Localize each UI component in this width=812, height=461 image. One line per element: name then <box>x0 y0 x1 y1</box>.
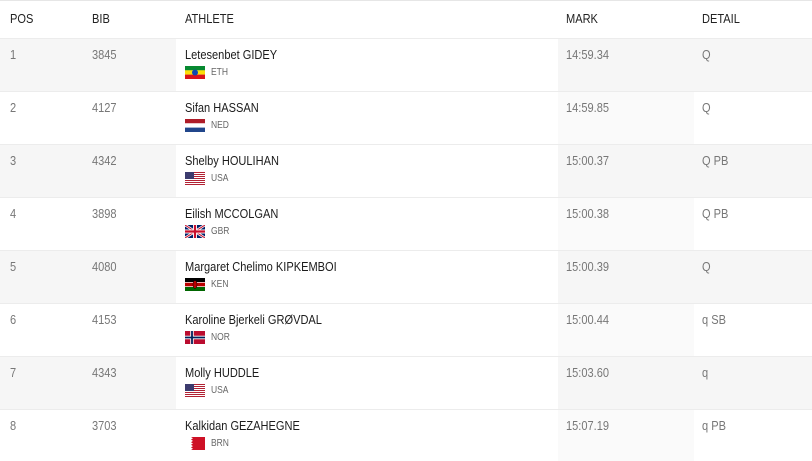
flag <box>185 278 205 291</box>
row-bg <box>0 250 176 303</box>
athlete-name: Eilish MCCOLGAN <box>185 206 279 221</box>
row-bg <box>0 38 176 91</box>
mark: 15:00.38 <box>566 206 610 221</box>
mark: 15:00.39 <box>566 259 610 274</box>
header-bib: BIB <box>92 11 110 26</box>
country-code: GBR <box>211 226 230 237</box>
pos: 6 <box>10 312 17 327</box>
detail: Q PB <box>702 206 729 221</box>
mark: 15:03.60 <box>566 365 610 380</box>
mark: 14:59.85 <box>566 100 610 115</box>
detail: Q <box>702 47 711 62</box>
flag <box>185 384 205 397</box>
row-divider <box>0 144 812 145</box>
country-code: NOR <box>211 332 230 343</box>
athlete-name: Letesenbet GIDEY <box>185 47 278 62</box>
detail: Q <box>702 100 711 115</box>
mark: 15:07.19 <box>566 418 610 433</box>
pos: 3 <box>10 153 17 168</box>
pos: 2 <box>10 100 17 115</box>
row-divider <box>0 197 812 198</box>
row-bg <box>0 144 176 197</box>
header-mark: MARK <box>566 11 598 26</box>
flag-icon <box>185 384 205 397</box>
bib: 3845 <box>92 47 117 62</box>
bib: 4342 <box>92 153 117 168</box>
athlete-name: Karoline Bjerkeli GRØVDAL <box>185 312 322 327</box>
pos: 4 <box>10 206 17 221</box>
header-detail: DETAIL <box>702 11 740 26</box>
row-divider <box>0 356 812 357</box>
header-pos: POS <box>10 11 34 26</box>
row-bg <box>0 356 176 409</box>
row-bg <box>558 250 812 303</box>
row-bg <box>558 38 812 91</box>
athlete-name: Sifan HASSAN <box>185 100 259 115</box>
country-code: USA <box>211 173 229 184</box>
bib: 3898 <box>92 206 117 221</box>
pos: 1 <box>10 47 17 62</box>
flag-icon <box>185 331 205 344</box>
mark: 14:59.34 <box>566 47 610 62</box>
row-bg <box>558 91 694 144</box>
mark: 15:00.37 <box>566 153 610 168</box>
flag-icon <box>185 119 205 132</box>
header-athlete: ATHLETE <box>185 11 234 26</box>
bib: 3703 <box>92 418 117 433</box>
bib: 4153 <box>92 312 117 327</box>
flag-icon <box>185 172 205 185</box>
bib: 4343 <box>92 365 117 380</box>
row-divider <box>0 303 812 304</box>
flag <box>185 172 205 185</box>
row-bg <box>558 303 694 356</box>
flag <box>185 66 205 79</box>
detail: q SB <box>702 312 726 327</box>
bib: 4080 <box>92 259 117 274</box>
bib: 4127 <box>92 100 117 115</box>
row-bg <box>558 409 694 461</box>
flag-icon <box>185 437 205 450</box>
row-bg <box>558 197 694 250</box>
row-divider <box>0 91 812 92</box>
flag <box>185 331 205 344</box>
flag <box>185 119 205 132</box>
flag-icon <box>184 223 206 240</box>
row-divider <box>0 250 812 251</box>
athlete-name: Shelby HOULIHAN <box>185 153 279 168</box>
flag <box>184 223 206 240</box>
athlete-name: Molly HUDDLE <box>185 365 260 380</box>
detail: q <box>702 365 709 380</box>
detail: q PB <box>702 418 726 433</box>
country-code: NED <box>211 120 229 131</box>
country-code: USA <box>211 385 229 396</box>
detail: Q PB <box>702 153 729 168</box>
row-divider <box>0 409 812 410</box>
country-code: BRN <box>211 438 229 449</box>
pos: 7 <box>10 365 17 380</box>
athlete-name: Kalkidan GEZAHEGNE <box>185 418 300 433</box>
flag-icon <box>185 66 205 79</box>
pos: 8 <box>10 418 17 433</box>
athlete-name: Margaret Chelimo KIPKEMBOI <box>185 259 337 274</box>
mark: 15:00.44 <box>566 312 610 327</box>
flag <box>185 437 205 450</box>
country-code: KEN <box>211 279 229 290</box>
row-divider <box>0 38 812 39</box>
flag-icon <box>185 278 205 291</box>
detail: Q <box>702 259 711 274</box>
row-bg <box>558 356 812 409</box>
country-code: ETH <box>211 67 228 78</box>
pos: 5 <box>10 259 17 274</box>
row-bg <box>558 144 812 197</box>
